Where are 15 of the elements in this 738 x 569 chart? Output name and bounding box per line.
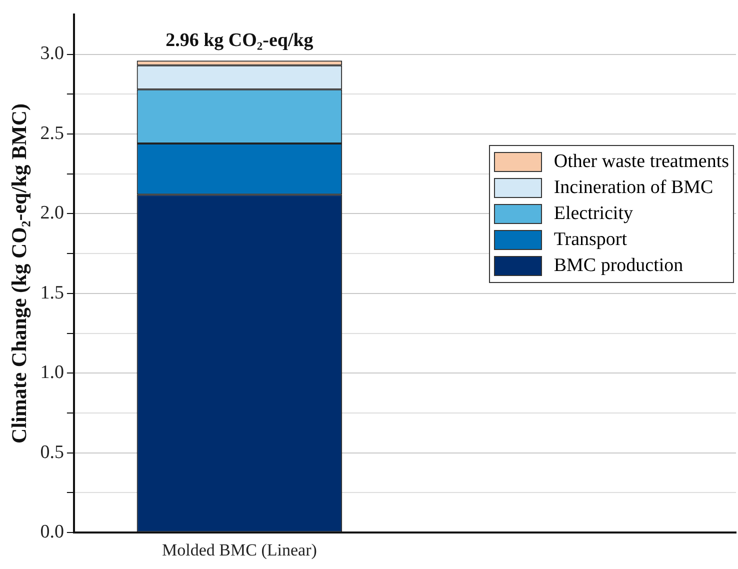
y-tick-label: 0.0 xyxy=(40,522,64,543)
x-tick-label: Molded BMC (Linear) xyxy=(162,540,317,560)
legend-label: Other waste treatments xyxy=(554,150,729,172)
y-tick-label: 2.5 xyxy=(40,122,64,144)
y-tick-label: 2.0 xyxy=(40,202,64,224)
legend-label: Electricity xyxy=(554,202,633,224)
legend-label: Transport xyxy=(554,228,628,250)
total-label: 2.96 kg CO₂-eq/kg xyxy=(166,30,314,52)
y-tick-label: 3.0 xyxy=(40,43,64,64)
text: BMC production xyxy=(554,254,684,276)
legend-label: Incineration of BMC xyxy=(554,176,714,198)
y-tick-label: 1.0 xyxy=(40,362,64,384)
y-axis-title: Climate Change (kg CO₂-eq/kg BMC) xyxy=(7,104,32,444)
y-tick-label: 1.5 xyxy=(40,282,64,304)
y-tick-label: 0.5 xyxy=(40,442,64,463)
